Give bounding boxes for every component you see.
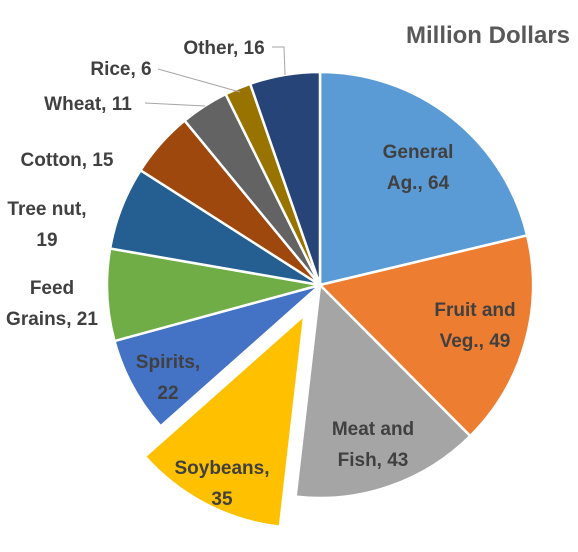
data-label-other: Other, 16 [183, 38, 264, 59]
data-label-spirits: Spirits, 22 [136, 352, 200, 404]
data-label-soybeans: Soybeans, 35 [174, 458, 269, 510]
pie-slice-spirits [112, 283, 321, 429]
leader-line-wheat [144, 102, 206, 107]
data-label-cotton: Cotton, 15 [21, 150, 114, 171]
data-label-fruit-and-veg: Fruit and Veg., 49 [434, 300, 515, 352]
chart-title: Million Dollars [405, 22, 570, 49]
data-label-meat-and-fish: Meat and Fish, 43 [332, 419, 414, 471]
data-label-rice: Rice, 6 [90, 59, 151, 80]
data-label-wheat: Wheat, 11 [44, 94, 132, 115]
pie-slice-soybeans [143, 312, 306, 529]
pie-slice-general-ag [318, 70, 529, 287]
leader-line-rice [157, 68, 241, 93]
data-label-tree-nut: Tree nut, 19 [7, 199, 86, 251]
data-label-feed-grains: Feed Grains, 21 [6, 278, 98, 330]
leader-line-other [272, 46, 286, 76]
data-label-general-ag: General Ag., 64 [383, 142, 454, 194]
pie-slice-fruit-and-veg [317, 233, 535, 438]
pie-slice-meat-and-fish [294, 282, 472, 500]
